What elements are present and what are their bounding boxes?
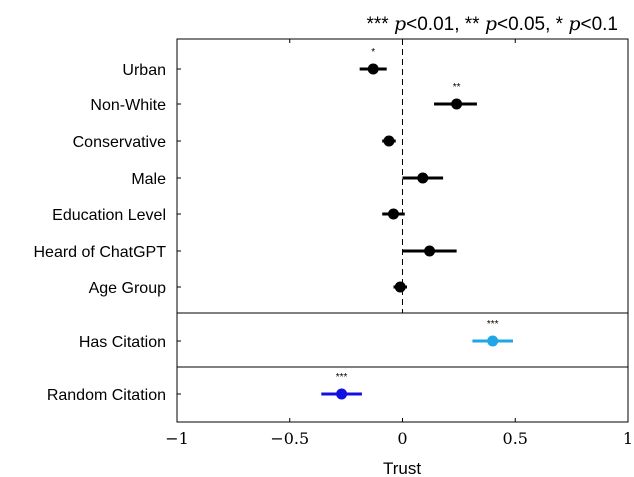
title-part: p: [485, 13, 497, 35]
title-part: <0.05, *: [497, 14, 568, 35]
estimate-point: [394, 281, 406, 293]
estimate-point: [417, 172, 429, 184]
x-tick-label: −1: [165, 429, 189, 448]
significance-label: ***: [487, 319, 499, 330]
title-part: <0.1: [580, 14, 618, 35]
y-tick-label: Non-White: [90, 97, 166, 114]
y-tick-label: Conservative: [73, 134, 166, 151]
y-tick-label: Age Group: [89, 280, 166, 297]
significance-label: *: [371, 47, 375, 58]
x-tick-label: 0.5: [503, 429, 528, 448]
estimate-point: [424, 245, 436, 257]
plot-area: Urban * Non-White ** Conservative Male Educati…: [34, 38, 633, 448]
y-tick-label: Education Level: [52, 207, 166, 224]
title-part: p: [568, 13, 580, 35]
title-part: ***: [366, 14, 393, 35]
y-tick-label: Urban: [122, 62, 166, 79]
estimate-point: [383, 135, 395, 147]
x-tick-label: 0: [397, 429, 407, 448]
x-tick-label: −0.5: [270, 429, 309, 448]
significance-label: **: [453, 82, 461, 93]
title-part: p: [394, 13, 406, 35]
significance-label: ***: [336, 372, 348, 383]
estimate-point: [451, 98, 463, 110]
estimate-point: [336, 388, 348, 400]
y-tick-label: Has Citation: [79, 334, 166, 351]
y-tick-label: Random Citation: [47, 387, 166, 404]
chart-title: *** p<0.01, ** p<0.05, * p<0.1: [366, 13, 618, 35]
estimate-point: [367, 63, 379, 75]
title-part: <0.01, **: [406, 14, 485, 35]
estimate-point: [487, 335, 499, 347]
y-tick-label: Heard of ChatGPT: [34, 244, 167, 261]
x-axis-label: Trust: [383, 459, 421, 477]
x-tick-label: 1: [623, 429, 633, 448]
estimate-point: [387, 208, 399, 220]
y-tick-label: Male: [131, 171, 166, 188]
